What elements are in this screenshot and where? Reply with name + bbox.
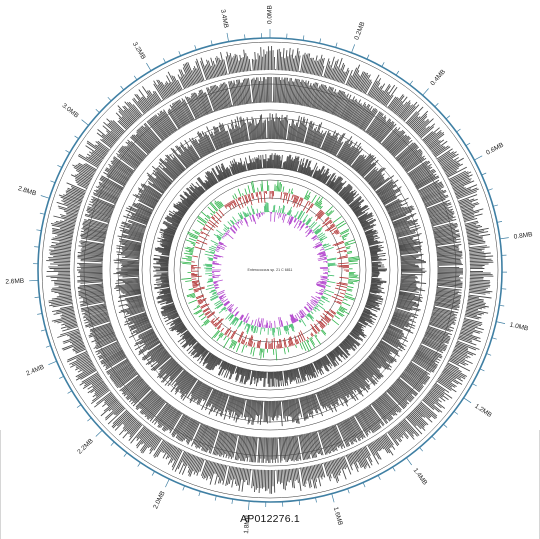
negative-bars <box>190 190 350 350</box>
density-bars <box>76 76 464 464</box>
guide-ring <box>41 41 499 499</box>
scale-label: 2.2MB <box>76 438 94 456</box>
scale-ticks <box>29 29 509 511</box>
scale-label: 0.2MB <box>353 21 366 41</box>
blast-ring-4 <box>152 153 388 388</box>
scale-label: 3.0MB <box>61 102 80 119</box>
scale-label: 2.8MB <box>17 185 37 197</box>
scale-label: 1.6MB <box>332 506 344 526</box>
blast-ring-1 <box>46 45 494 494</box>
gc-content <box>179 180 360 361</box>
scale-label: 2.4MB <box>25 364 45 378</box>
scale-label: 0.8MB <box>513 231 533 240</box>
scale-label: 0.6MB <box>485 142 505 157</box>
positive-bars <box>203 202 337 337</box>
gc-skew <box>203 202 337 337</box>
guide-ring <box>149 149 391 391</box>
scale-label: 3.4MB <box>219 9 229 29</box>
guide-ring <box>173 173 367 367</box>
scale-label: 1.4MB <box>412 467 429 486</box>
guide-ring <box>109 109 431 431</box>
accession-caption: AP012276.1 <box>240 513 300 525</box>
density-bars <box>46 45 494 494</box>
scale-label: 1.2MB <box>473 403 493 419</box>
density-bars <box>152 153 388 388</box>
data-tracks <box>46 45 494 494</box>
frame-line-left <box>0 430 1 539</box>
scale-label: 0.4MB <box>429 68 447 87</box>
scale-label: 1.0MB <box>509 322 529 333</box>
guide-ring <box>179 179 361 361</box>
blast-ring-3 <box>113 113 427 427</box>
genome-scale-ring <box>29 29 509 511</box>
density-bars <box>113 113 427 427</box>
scale-label: 2.6MB <box>5 278 24 286</box>
positive-bars <box>179 180 360 361</box>
scale-label: 3.2MB <box>131 41 147 61</box>
scale-label: 1.8MB <box>243 515 252 534</box>
scale-label: 0.0MB <box>267 5 274 24</box>
blast-ring-2 <box>76 76 464 464</box>
guide-ring <box>73 73 467 467</box>
guide-ring <box>141 141 399 399</box>
negative-bars <box>211 211 329 329</box>
scale-label: 2.0MB <box>152 490 166 510</box>
center-label: Enterococcus sp. 21 C 6811 <box>248 268 293 272</box>
